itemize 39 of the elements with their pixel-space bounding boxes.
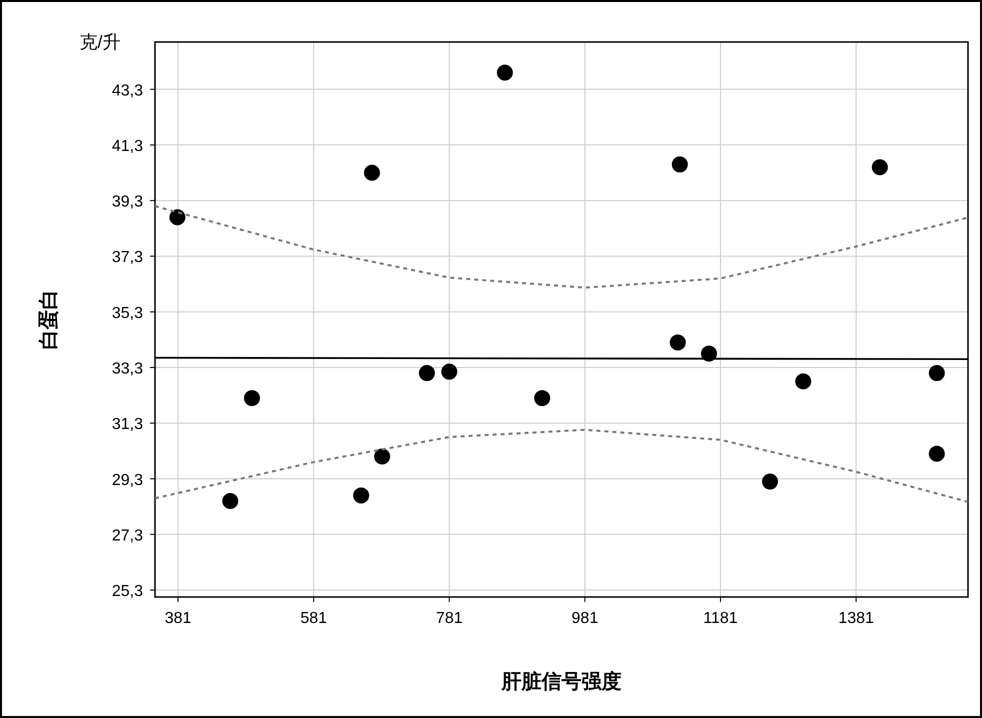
y-tick-label: 27,3 [112, 527, 144, 544]
y-tick-label: 43,3 [112, 82, 144, 100]
y-tick-label: 35,3 [112, 304, 144, 322]
point [222, 493, 238, 510]
point [374, 448, 390, 465]
y-tick-label: 41,3 [112, 138, 144, 155]
point [670, 334, 686, 350]
point [364, 164, 380, 181]
y-tick-label: 37,3 [112, 249, 144, 266]
x-tick-label: 581 [300, 610, 328, 627]
y-tick-label: 29,3 [112, 472, 144, 489]
point [762, 474, 778, 490]
point [496, 64, 513, 81]
point [795, 373, 812, 390]
point [534, 390, 550, 406]
point [441, 364, 458, 380]
y-tick-label: 33,3 [112, 360, 144, 378]
point [244, 390, 260, 406]
point [169, 209, 186, 226]
line-series [154, 428, 969, 503]
y-tick-label: 25,3 [112, 583, 144, 600]
point [353, 487, 370, 504]
y-tick-label: 31,3 [112, 416, 144, 434]
text: 克/升 [79, 32, 121, 52]
y-axis-title: 白蛋白 [38, 290, 60, 350]
x-tick-label: 381 [164, 610, 192, 627]
x-tick-label: 781 [436, 610, 463, 627]
x-tick-label: 981 [572, 610, 598, 627]
x-axis-title: 肝脏信号强度 [500, 670, 622, 693]
point [928, 365, 945, 382]
point [672, 156, 688, 172]
point [418, 365, 435, 382]
point [928, 446, 945, 462]
point [700, 346, 717, 362]
y-tick-label: 39,3 [112, 194, 144, 211]
x-tick-label: 1181 [703, 610, 738, 627]
x-tick-label: 1381 [838, 610, 874, 627]
point [872, 159, 888, 176]
line-series [154, 205, 969, 289]
